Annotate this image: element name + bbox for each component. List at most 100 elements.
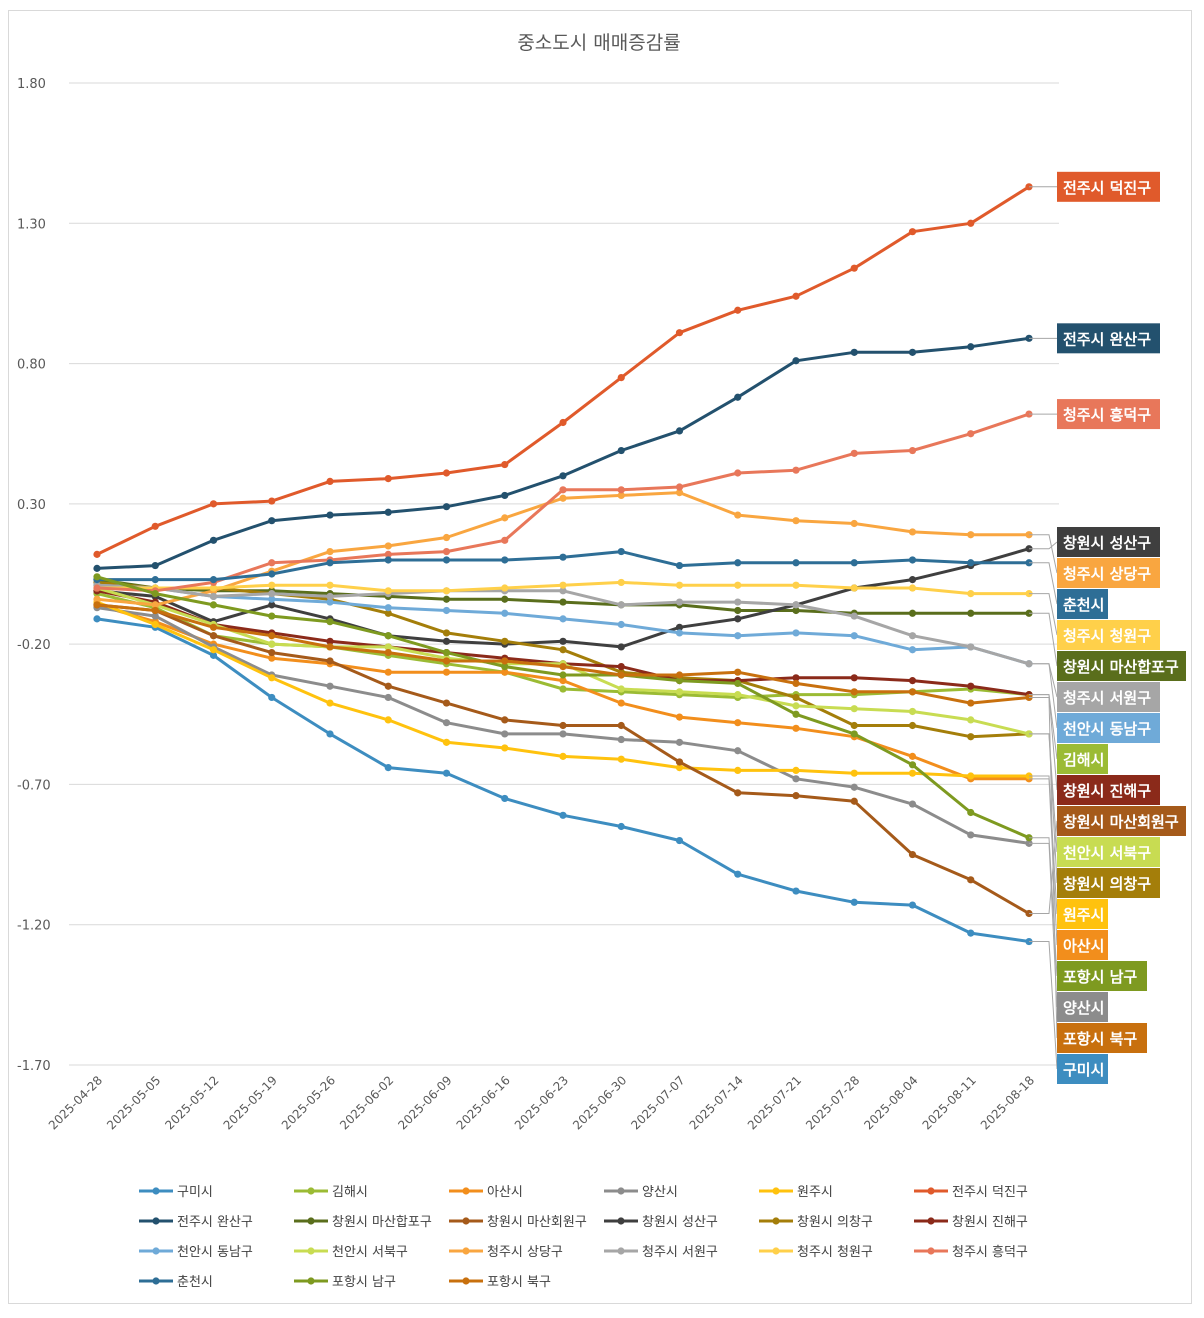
data-point — [734, 581, 742, 589]
data-point — [501, 584, 509, 592]
end-label-box — [1057, 992, 1108, 1022]
end-label: 양산시 — [1063, 999, 1104, 1017]
data-point — [442, 637, 451, 645]
data-point — [442, 719, 451, 727]
data-point — [442, 738, 451, 746]
data-point — [442, 668, 451, 676]
data-point — [792, 629, 800, 637]
data-point — [209, 646, 218, 654]
data-point — [850, 730, 858, 738]
data-point — [675, 561, 684, 570]
data-point — [326, 598, 334, 606]
data-point — [850, 688, 858, 696]
data-point — [501, 556, 509, 564]
x-axis: 2025-04-28 2025-05-05 2025-05-12 2025-05-19… — [46, 1073, 1037, 1132]
y-axis: 1.80 1.30 0.80 0.30 -0.20 -0.70 -1.20 -1.70 — [17, 77, 51, 1074]
x-tick-label: 2025-05-05 — [104, 1073, 163, 1132]
y-tick-label: -1.20 — [17, 919, 51, 934]
legend-item: 청주시 상당구 — [449, 1245, 563, 1260]
data-point — [908, 677, 917, 685]
legend-item: 천안시 동남구 — [139, 1245, 253, 1260]
data-point — [617, 620, 625, 629]
data-point — [559, 662, 567, 671]
x-tick-label: 2025-06-16 — [454, 1073, 513, 1132]
legend-item: 전주시 완산구 — [139, 1215, 253, 1230]
end-label: 청주시 서원구 — [1063, 689, 1151, 707]
data-point — [734, 691, 742, 699]
data-point — [792, 766, 800, 775]
legend-marker — [152, 1217, 160, 1225]
data-point — [268, 693, 276, 702]
label-leader — [1029, 941, 1058, 1070]
end-label-box — [1057, 961, 1147, 991]
data-point — [967, 219, 975, 227]
end-label-box — [1057, 558, 1160, 588]
data-point — [442, 503, 451, 511]
legend-marker — [617, 1187, 625, 1195]
data-point — [326, 643, 334, 651]
data-point — [209, 536, 218, 544]
label-leader — [1029, 775, 1058, 915]
data-point — [675, 671, 684, 679]
legend-item: 구미시 — [139, 1185, 213, 1200]
end-label-box — [1057, 589, 1108, 619]
series-line — [93, 573, 1033, 842]
data-point — [559, 721, 567, 730]
data-point — [268, 601, 276, 609]
legend-label: 천안시 서북구 — [332, 1245, 408, 1260]
x-tick-label: 2025-08-04 — [861, 1073, 920, 1132]
data-point — [384, 682, 392, 690]
data-point — [908, 584, 917, 592]
legend-item: 아산시 — [449, 1185, 523, 1200]
end-label: 전주시 덕진구 — [1063, 179, 1151, 197]
end-label: 김해시 — [1063, 751, 1104, 769]
legend-marker — [462, 1247, 470, 1255]
data-point — [442, 769, 451, 777]
data-point — [501, 637, 509, 645]
x-tick-label: 2025-08-11 — [920, 1073, 979, 1132]
data-point — [559, 587, 567, 595]
data-point — [501, 716, 509, 724]
label-leader — [1029, 593, 1058, 636]
data-point — [734, 747, 742, 755]
legend-marker — [772, 1187, 780, 1195]
data-point — [734, 598, 742, 606]
data-point — [384, 475, 392, 483]
legend-marker — [927, 1217, 935, 1225]
data-point — [559, 730, 567, 738]
end-label: 창원시 진해구 — [1063, 782, 1151, 800]
data-point — [384, 550, 392, 558]
legend-marker — [152, 1247, 160, 1255]
data-point — [559, 615, 567, 623]
data-point — [326, 559, 334, 567]
data-point — [501, 460, 509, 469]
data-point — [617, 671, 625, 679]
data-point — [792, 710, 800, 718]
end-label-box — [1057, 775, 1160, 805]
data-point — [209, 601, 218, 609]
end-label: 구미시 — [1063, 1061, 1104, 1079]
data-point — [967, 531, 975, 539]
data-point — [209, 623, 218, 631]
data-point — [675, 836, 684, 845]
legend-marker — [307, 1277, 315, 1285]
data-point — [559, 752, 567, 760]
data-point — [151, 561, 159, 570]
data-point — [501, 491, 509, 500]
data-point — [268, 581, 276, 589]
legend-label: 창원시 의창구 — [797, 1215, 873, 1230]
data-point — [908, 446, 917, 455]
data-point — [967, 430, 975, 438]
data-point — [326, 592, 334, 601]
data-point — [908, 228, 917, 236]
legend-label: 전주시 덕진구 — [952, 1185, 1028, 1200]
data-point — [326, 657, 334, 665]
data-point — [93, 550, 101, 558]
series-line — [93, 334, 1033, 572]
end-label: 청주시 흥덕구 — [1063, 406, 1151, 424]
data-point — [442, 556, 451, 564]
data-point — [675, 713, 684, 721]
data-point — [734, 679, 742, 688]
data-point — [209, 584, 218, 592]
data-point — [734, 306, 742, 314]
